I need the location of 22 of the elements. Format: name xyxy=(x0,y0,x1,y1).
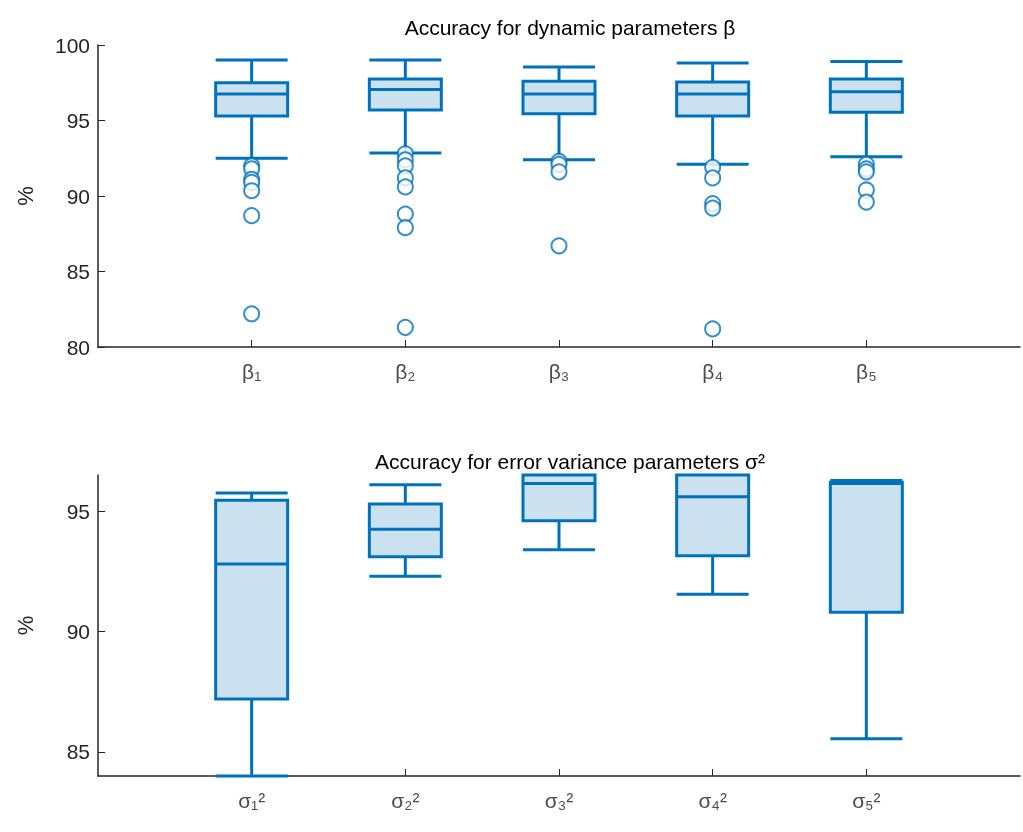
y-tick-label: 95 xyxy=(66,499,90,523)
y-tick-label: 85 xyxy=(66,260,90,283)
x-tick-label: σ₂² xyxy=(391,789,420,812)
chart-title: Accuracy for error variance parameters σ² xyxy=(375,450,765,473)
y-tick-label: 90 xyxy=(66,620,90,644)
chart-title: Accuracy for dynamic parameters β xyxy=(404,16,736,39)
y-tick-label: 90 xyxy=(66,184,90,208)
y-axis-title: % xyxy=(12,186,38,206)
x-tick-label: σ₁² xyxy=(238,789,266,812)
x-tick-label: β₁ xyxy=(242,360,262,383)
x-tick-label: β₃ xyxy=(548,360,570,383)
x-tick-label: β₂ xyxy=(395,360,416,383)
x-tick-label: σ₄² xyxy=(698,789,727,812)
x-tick-label: β₅ xyxy=(856,360,877,383)
y-tick-label: 95 xyxy=(66,109,90,132)
x-tick-label: σ₃² xyxy=(544,789,574,812)
x-tick-label: σ₅² xyxy=(852,789,881,812)
y-tick-label: 80 xyxy=(66,335,90,359)
y-tick-label: 85 xyxy=(66,740,90,764)
y-tick-label: 100 xyxy=(54,33,90,57)
x-tick-label: β₄ xyxy=(702,360,723,383)
y-axis-title: % xyxy=(12,615,38,636)
